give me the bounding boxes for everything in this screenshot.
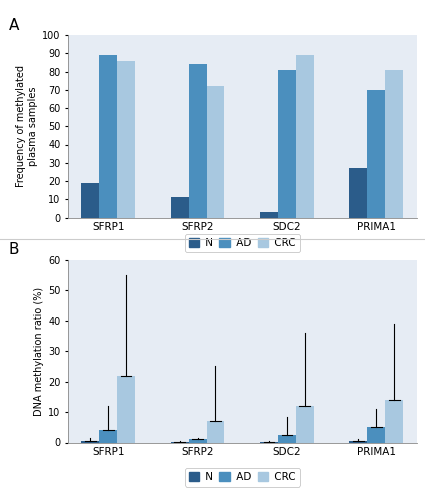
Bar bbox=[278, 70, 296, 218]
Bar bbox=[189, 440, 207, 442]
Text: B: B bbox=[8, 242, 19, 258]
Legend:  N,  AD,  CRC: N, AD, CRC bbox=[184, 468, 300, 486]
Y-axis label: DNA methylation ratio (%): DNA methylation ratio (%) bbox=[34, 286, 44, 416]
Bar bbox=[349, 168, 367, 218]
Bar bbox=[82, 183, 99, 218]
Legend:  N,  AD,  CRC: N, AD, CRC bbox=[184, 234, 300, 252]
Bar bbox=[171, 198, 189, 218]
Bar bbox=[367, 90, 385, 218]
Bar bbox=[99, 55, 117, 218]
Text: A: A bbox=[8, 18, 19, 32]
Bar bbox=[207, 86, 224, 218]
Bar bbox=[296, 406, 314, 442]
Bar bbox=[260, 212, 278, 218]
Bar bbox=[207, 421, 224, 442]
Y-axis label: Frequency of methylated
plasma samples: Frequency of methylated plasma samples bbox=[16, 65, 38, 187]
Bar bbox=[82, 441, 99, 442]
Bar bbox=[99, 430, 117, 442]
Bar bbox=[117, 376, 135, 442]
Bar bbox=[117, 60, 135, 218]
Bar bbox=[367, 428, 385, 442]
Bar bbox=[296, 55, 314, 218]
Bar bbox=[189, 64, 207, 218]
Bar bbox=[385, 70, 403, 218]
Bar bbox=[385, 400, 403, 442]
Bar bbox=[349, 441, 367, 442]
Bar bbox=[278, 435, 296, 442]
